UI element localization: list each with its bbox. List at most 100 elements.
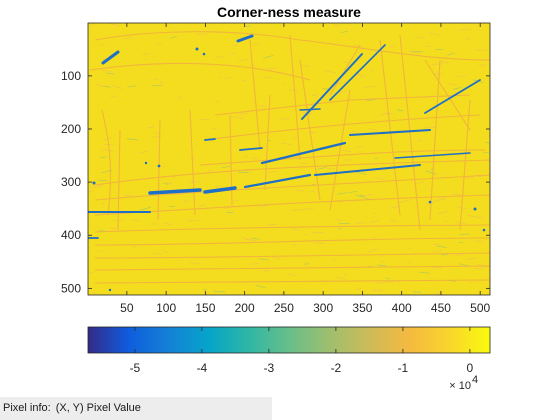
texture-stroke	[198, 204, 206, 208]
texture-stroke	[237, 59, 249, 62]
texture-stroke	[126, 138, 139, 141]
texture-stroke	[231, 44, 238, 47]
texture-stroke	[371, 289, 383, 292]
texture-stroke	[219, 76, 223, 79]
texture-stroke	[99, 148, 108, 152]
colorbar-tick-label: -4	[197, 361, 208, 375]
texture-stroke	[258, 105, 266, 107]
x-tick-label: 500	[470, 301, 490, 315]
texture-stroke	[396, 281, 401, 283]
texture-stroke	[290, 209, 303, 211]
x-tick-label: 100	[156, 301, 176, 315]
texture-stroke	[313, 242, 325, 245]
texture-stroke	[389, 205, 401, 209]
texture-stroke	[325, 70, 337, 74]
texture-stroke	[431, 63, 444, 65]
texture-stroke	[262, 269, 270, 272]
texture-stroke	[188, 181, 196, 184]
texture-stroke	[293, 243, 298, 246]
texture-stroke	[202, 289, 208, 291]
texture-stroke	[250, 237, 260, 240]
texture-stroke	[245, 238, 256, 241]
texture-stroke	[241, 236, 250, 240]
texture-stroke	[267, 170, 277, 174]
texture-stroke	[233, 199, 239, 202]
texture-stroke	[162, 250, 168, 254]
texture-stroke	[103, 85, 111, 88]
texture-stroke	[153, 252, 163, 256]
texture-stroke	[441, 253, 449, 256]
colorbar[interactable]	[88, 327, 490, 353]
texture-stroke	[336, 218, 341, 221]
texture-stroke	[434, 198, 447, 201]
texture-stroke	[417, 139, 422, 142]
texture-stroke	[396, 109, 404, 112]
texture-stroke	[407, 247, 412, 249]
texture-stroke	[189, 262, 201, 265]
texture-stroke	[348, 130, 358, 134]
texture-stroke	[338, 222, 350, 225]
texture-stroke	[433, 249, 442, 253]
texture-stroke	[292, 137, 298, 140]
texture-stroke	[88, 190, 94, 192]
texture-stroke	[469, 281, 473, 284]
texture-stroke	[369, 128, 378, 132]
texture-stroke	[91, 185, 104, 188]
x-tick-label: 350	[352, 301, 372, 315]
texture-stroke	[299, 162, 308, 164]
y-tick-label: 400	[61, 228, 81, 242]
texture-stroke	[447, 83, 458, 86]
texture-stroke	[447, 52, 455, 56]
texture-stroke	[384, 280, 395, 284]
texture-stroke	[107, 149, 114, 153]
texture-stroke	[372, 236, 376, 239]
colorbar-ticks: -5 -4 -3 -2 -1 0	[130, 327, 474, 375]
texture-stroke	[142, 52, 149, 56]
texture-stroke	[348, 191, 358, 193]
texture-stroke	[337, 192, 348, 195]
texture-stroke	[164, 222, 172, 226]
heatmap-features	[88, 31, 490, 292]
texture-stroke	[436, 245, 447, 248]
texture-stroke	[163, 182, 169, 185]
pixel-info-status-bar: Pixel info: (X, Y) Pixel Value	[0, 397, 272, 420]
texture-stroke	[437, 211, 448, 215]
figure-title: Corner-ness measure	[217, 4, 361, 20]
texture-stroke	[343, 273, 348, 275]
texture-stroke	[341, 30, 348, 33]
texture-stroke	[485, 141, 490, 144]
texture-stroke	[127, 85, 137, 88]
texture-stroke	[208, 169, 213, 172]
texture-stroke	[112, 85, 123, 89]
texture-stroke	[454, 254, 465, 256]
texture-stroke	[368, 248, 378, 253]
y-tick-label: 500	[61, 281, 81, 295]
texture-stroke	[288, 89, 299, 92]
colorbar-tick-label: -3	[264, 361, 275, 375]
y-tick-label: 200	[61, 122, 81, 136]
texture-stroke	[439, 197, 447, 199]
texture-stroke	[407, 261, 412, 263]
texture-stroke	[131, 219, 141, 222]
texture-stroke	[355, 222, 367, 224]
texture-stroke	[304, 263, 309, 265]
texture-stroke	[355, 194, 365, 198]
x-tick-label: 150	[195, 301, 215, 315]
texture-stroke	[147, 126, 155, 129]
texture-stroke	[257, 205, 268, 207]
texture-stroke	[353, 44, 362, 48]
texture-stroke	[101, 69, 112, 72]
heatmap-image[interactable]	[88, 23, 492, 295]
texture-stroke	[429, 32, 440, 36]
texture-stroke	[166, 182, 173, 185]
texture-stroke	[338, 91, 348, 93]
texture-stroke	[211, 127, 217, 130]
colorbar-exponent-base: × 10	[449, 380, 471, 392]
colorbar-tick-label: 0	[467, 361, 474, 375]
texture-stroke	[374, 157, 379, 159]
main-axes-frame	[87, 22, 491, 296]
texture-stroke	[294, 189, 305, 192]
texture-stroke	[213, 290, 226, 293]
texture-stroke	[312, 183, 316, 186]
texture-stroke	[390, 220, 398, 222]
